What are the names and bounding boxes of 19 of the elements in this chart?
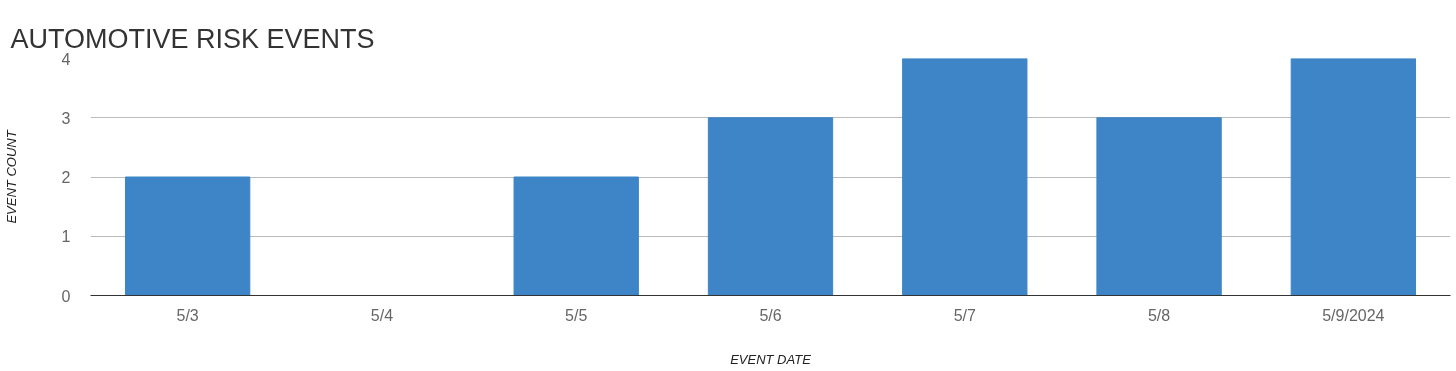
x-tick-label: 5/3 (176, 306, 199, 324)
y-tick-label: 1 (61, 228, 71, 246)
bar (707, 117, 834, 296)
bar (1096, 117, 1222, 296)
x-tick-label: 5/5 (565, 306, 588, 324)
x-tick-label: 5/7 (953, 306, 977, 324)
bar (1290, 58, 1417, 296)
y-tick-label: 2 (61, 169, 71, 186)
bar (124, 176, 251, 296)
y-tick-label: 3 (61, 109, 71, 127)
bar (513, 176, 639, 296)
x-tick-label: 5/6 (759, 306, 782, 324)
bar (902, 58, 1028, 296)
x-axis-title: EVENT DATE (730, 351, 812, 367)
x-tick-label: 5/8 (1147, 306, 1171, 324)
y-tick-label: 0 (61, 287, 71, 305)
y-axis-title: EVENT COUNT (3, 129, 19, 224)
x-tick-label: 5/4 (370, 306, 394, 324)
x-tick-label: 5/9/2024 (1322, 306, 1385, 324)
